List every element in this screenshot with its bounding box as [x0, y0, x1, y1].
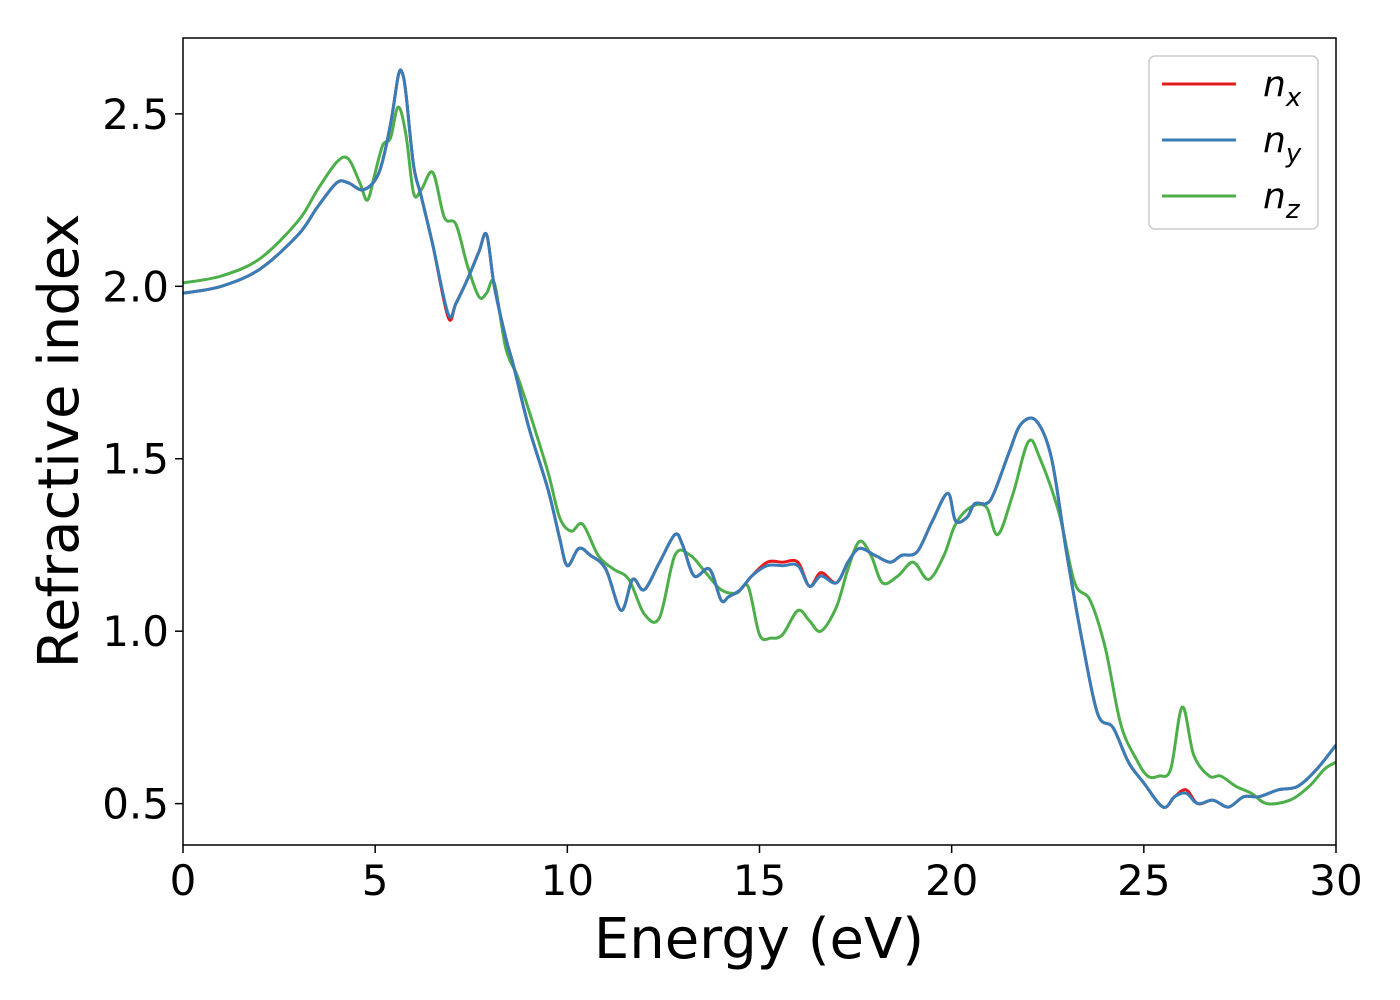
x-tick-label: 15 — [733, 856, 786, 905]
plot-lines — [183, 68, 1336, 809]
x-tick-label: 20 — [925, 856, 978, 905]
legend-label-ny: ny — [1263, 120, 1302, 169]
legend-box — [1148, 55, 1319, 230]
series-line-ny — [183, 68, 1336, 809]
x-tick-label: 0 — [170, 856, 197, 905]
y-axis-title: Refractive index — [27, 214, 92, 669]
x-axis: 0 5 10 15 20 25 30 — [170, 845, 1363, 905]
y-tick-label: 1.5 — [102, 435, 169, 484]
legend-label-nx: nx — [1263, 64, 1302, 113]
x-axis-title: Energy (eV) — [594, 907, 924, 972]
x-tick-label: 30 — [1309, 856, 1362, 905]
legend: nx ny nz — [1148, 55, 1319, 230]
y-tick-label: 1.0 — [102, 607, 169, 656]
x-tick-label: 10 — [541, 856, 594, 905]
y-tick-label: 2.0 — [102, 262, 169, 311]
legend-label-nz: nz — [1263, 176, 1301, 225]
x-tick-label: 25 — [1117, 856, 1170, 905]
y-axis: 0.5 1.0 1.5 2.0 2.5 — [102, 90, 183, 829]
x-tick-label: 5 — [362, 856, 389, 905]
series-line-nz — [183, 105, 1336, 806]
y-tick-label: 2.5 — [102, 90, 169, 139]
y-tick-label: 0.5 — [102, 780, 169, 829]
